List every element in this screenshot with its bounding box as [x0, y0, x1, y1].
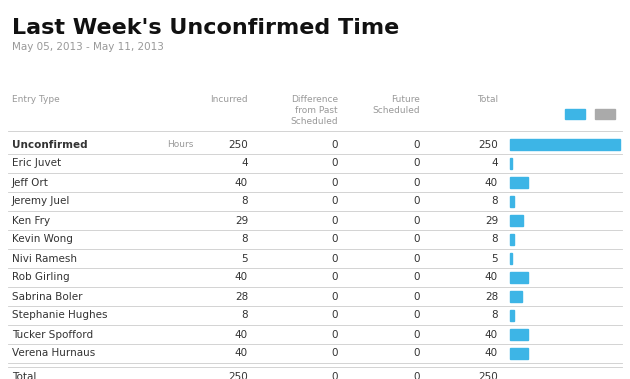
Text: 0: 0 [331, 216, 338, 226]
Text: 4: 4 [241, 158, 248, 169]
Bar [510, 234, 513, 245]
Text: 8: 8 [241, 310, 248, 321]
Text: 4: 4 [491, 158, 498, 169]
Bar [510, 253, 512, 264]
Text: Difference
from Past
Scheduled: Difference from Past Scheduled [290, 95, 338, 126]
Text: 8: 8 [241, 196, 248, 207]
Bar [510, 196, 513, 207]
Text: 40: 40 [235, 329, 248, 340]
Text: 0: 0 [331, 310, 338, 321]
Text: Eric Juvet: Eric Juvet [12, 158, 61, 169]
Text: Future
Scheduled: Future Scheduled [372, 95, 420, 115]
Bar [510, 272, 527, 283]
Text: 0: 0 [413, 235, 420, 244]
Text: Tucker Spofford: Tucker Spofford [12, 329, 93, 340]
Text: 8: 8 [491, 196, 498, 207]
Text: Unconfirmed: Unconfirmed [12, 139, 88, 149]
Text: 29: 29 [235, 216, 248, 226]
Text: 0: 0 [413, 273, 420, 282]
Text: Entry Type: Entry Type [12, 95, 60, 104]
Bar [510, 329, 527, 340]
Text: Ken Fry: Ken Fry [12, 216, 50, 226]
Text: 0: 0 [413, 329, 420, 340]
Text: 28: 28 [484, 291, 498, 302]
Text: 40: 40 [485, 177, 498, 188]
Text: 0: 0 [331, 273, 338, 282]
Text: 0: 0 [413, 349, 420, 359]
Text: 40: 40 [235, 349, 248, 359]
Text: 40: 40 [485, 273, 498, 282]
Text: 0: 0 [413, 310, 420, 321]
Text: 0: 0 [413, 254, 420, 263]
Text: 0: 0 [331, 329, 338, 340]
Bar [510, 215, 523, 226]
Text: Jeremy Juel: Jeremy Juel [12, 196, 71, 207]
Bar [565, 109, 585, 119]
Text: 250: 250 [228, 139, 248, 149]
Text: Kevin Wong: Kevin Wong [12, 235, 73, 244]
Text: 0: 0 [331, 139, 338, 149]
Text: May 05, 2013 - May 11, 2013: May 05, 2013 - May 11, 2013 [12, 42, 164, 52]
Text: 29: 29 [484, 216, 498, 226]
Text: 0: 0 [331, 371, 338, 379]
Bar [510, 310, 513, 321]
Text: 0: 0 [413, 196, 420, 207]
Text: Rob Girling: Rob Girling [12, 273, 70, 282]
Bar [510, 177, 527, 188]
Text: 250: 250 [478, 139, 498, 149]
Bar [510, 158, 512, 169]
Text: Hours: Hours [166, 140, 193, 149]
Text: 40: 40 [485, 329, 498, 340]
Text: 28: 28 [235, 291, 248, 302]
Text: Total: Total [477, 95, 498, 104]
Text: 0: 0 [413, 291, 420, 302]
Bar [510, 348, 527, 359]
Text: 0: 0 [331, 254, 338, 263]
Text: 0: 0 [331, 349, 338, 359]
Text: 40: 40 [235, 273, 248, 282]
Text: Last Week's Unconfirmed Time: Last Week's Unconfirmed Time [12, 18, 399, 38]
Bar [595, 109, 615, 119]
Text: 8: 8 [491, 235, 498, 244]
Text: 5: 5 [491, 254, 498, 263]
Text: 40: 40 [485, 349, 498, 359]
Text: 0: 0 [413, 139, 420, 149]
Text: Total: Total [12, 371, 37, 379]
Text: 0: 0 [413, 177, 420, 188]
Text: 0: 0 [413, 216, 420, 226]
Text: 40: 40 [235, 177, 248, 188]
Text: 0: 0 [331, 235, 338, 244]
Text: 0: 0 [331, 291, 338, 302]
Text: Nivi Ramesh: Nivi Ramesh [12, 254, 77, 263]
Text: Jeff Ort: Jeff Ort [12, 177, 49, 188]
Bar [510, 139, 620, 150]
Text: Verena Hurnaus: Verena Hurnaus [12, 349, 95, 359]
Bar [510, 291, 522, 302]
Text: 250: 250 [228, 371, 248, 379]
Text: Incurred: Incurred [210, 95, 248, 104]
Text: Sabrina Boler: Sabrina Boler [12, 291, 83, 302]
Text: Stephanie Hughes: Stephanie Hughes [12, 310, 108, 321]
Text: 0: 0 [413, 371, 420, 379]
Text: 0: 0 [331, 158, 338, 169]
Text: 0: 0 [331, 177, 338, 188]
Text: 0: 0 [413, 158, 420, 169]
Text: 8: 8 [241, 235, 248, 244]
Text: 5: 5 [241, 254, 248, 263]
Text: 0: 0 [331, 196, 338, 207]
Text: 250: 250 [478, 371, 498, 379]
Text: 8: 8 [491, 310, 498, 321]
